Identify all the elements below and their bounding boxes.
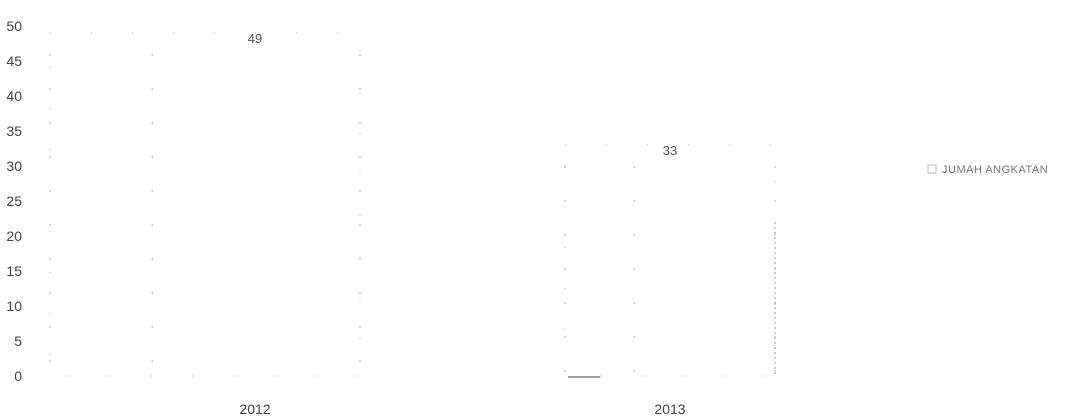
bar-texture-dot [359, 326, 361, 328]
bar-texture-dot [774, 370, 776, 372]
data-label-2013: 33 [663, 143, 677, 158]
legend-label: JUMAH ANGKATAN [942, 164, 1048, 176]
y-tick-label: 25 [6, 193, 22, 209]
bar-texture-dot [151, 190, 154, 192]
bar-texture-dot [151, 54, 154, 56]
y-tick-label: 10 [6, 298, 22, 314]
bar-texture-dot [564, 166, 566, 168]
y-tick-label: 45 [6, 53, 22, 69]
bar-texture-dot [151, 122, 154, 124]
bar-texture-dot [774, 234, 776, 236]
y-tick-label: 15 [6, 263, 22, 279]
bar-texture-dot [564, 370, 566, 372]
bar-texture-dot [633, 336, 636, 338]
y-tick-label: 50 [6, 18, 22, 34]
bar-texture-dot [633, 268, 636, 270]
bar-texture-dot [564, 234, 566, 236]
bar-texture-dot [49, 88, 51, 90]
bar-texture-dot [774, 200, 776, 202]
bar-texture-dot [564, 200, 566, 202]
bar-texture-dot [151, 156, 154, 158]
data-labels: 49 33 [248, 31, 677, 158]
bar-texture-dot [151, 360, 154, 362]
bars [49, 32, 776, 378]
bar-texture-dot [359, 190, 361, 192]
bar-2012 [49, 32, 361, 377]
bar-texture-dot [633, 370, 636, 372]
bar-texture-dot [774, 166, 776, 168]
x-tick-label: 2012 [239, 401, 270, 417]
bar-texture-dot [151, 326, 154, 328]
bar-texture-dot [49, 156, 51, 158]
bar-texture-dot [359, 258, 361, 260]
bar-texture-dot [359, 292, 361, 294]
bar-texture-dot [633, 166, 636, 168]
bar-texture-dot [633, 302, 636, 304]
bar-texture-dot [49, 122, 51, 124]
bar-texture-dot [359, 360, 361, 362]
bar-texture-dot [49, 326, 51, 328]
y-tick-label: 5 [14, 333, 22, 349]
y-axis-ticks: 0 5 10 15 20 25 30 35 40 45 50 [6, 18, 22, 384]
y-tick-label: 35 [6, 123, 22, 139]
x-axis-labels: 2012 2013 [239, 401, 685, 417]
x-tick-label: 2013 [654, 401, 685, 417]
bar-texture-dot [359, 122, 361, 124]
bar-texture-dot [633, 200, 636, 202]
bar-texture-dot [49, 292, 51, 294]
bar-2013 [564, 144, 776, 377]
bar-texture-dot [359, 54, 361, 56]
bar-texture-dot [359, 88, 361, 90]
bar-texture-dot [359, 224, 361, 226]
bar-texture-dot [151, 258, 154, 260]
y-tick-label: 20 [6, 228, 22, 244]
bar-texture-dot [359, 156, 361, 158]
bar-texture-dot [151, 88, 154, 90]
bar-texture-dot [564, 268, 566, 270]
bar-texture-dot [49, 190, 51, 192]
bar-texture-dot [49, 258, 51, 260]
bar-texture-dot [151, 224, 154, 226]
y-tick-label: 30 [6, 158, 22, 174]
data-label-2012: 49 [248, 31, 262, 46]
bar-texture-dot [49, 224, 51, 226]
bar-texture-dot [564, 336, 566, 338]
legend-swatch [927, 164, 937, 174]
bar-texture-dot [151, 292, 154, 294]
y-tick-label: 0 [14, 368, 22, 384]
y-tick-label: 40 [6, 88, 22, 104]
legend: JUMAH ANGKATAN [927, 164, 1048, 176]
bar-texture-dot [633, 234, 636, 236]
bar-texture-dot [564, 302, 566, 304]
bar-texture-dot [49, 54, 51, 56]
bar-texture-dot [49, 360, 51, 362]
